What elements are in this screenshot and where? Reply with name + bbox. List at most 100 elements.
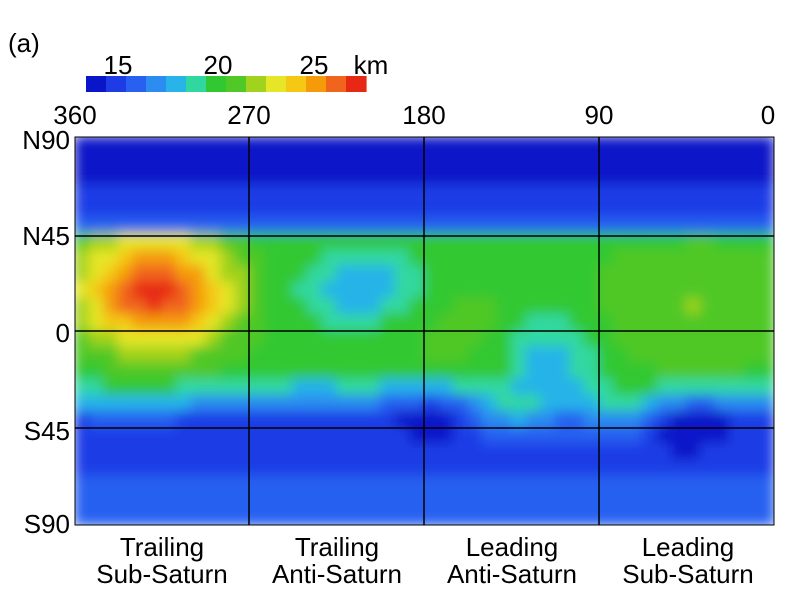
heatmap-cell <box>758 216 774 235</box>
heatmap-cell <box>263 265 280 284</box>
heatmap-cell <box>627 137 644 155</box>
heatmap-cell <box>321 491 339 510</box>
heatmap-cell <box>190 443 208 462</box>
heatmap-cell <box>729 297 746 316</box>
heatmap-cell <box>190 200 208 219</box>
heatmap-cell <box>685 168 703 187</box>
heatmap-cell <box>554 459 572 478</box>
heatmap-cell <box>467 233 484 252</box>
heatmap-cell <box>88 346 106 365</box>
heatmap-cell <box>394 491 411 510</box>
heatmap-cell <box>75 184 91 203</box>
heatmap-cell <box>467 427 484 446</box>
heatmap-cell <box>685 137 703 155</box>
heatmap-cell <box>743 200 761 219</box>
heatmap-cell <box>496 137 513 155</box>
heatmap-cell <box>758 249 774 268</box>
heatmap-cell <box>729 265 746 284</box>
heatmap-cell <box>525 168 542 187</box>
heatmap-cell <box>714 346 732 365</box>
y-tick-s90: S90 <box>24 509 70 539</box>
heatmap-cell <box>714 459 732 478</box>
heatmap-cell <box>146 475 164 494</box>
heatmap-cell <box>190 313 208 332</box>
heatmap-cell <box>525 378 542 397</box>
y-tick-n90: N90 <box>22 125 70 155</box>
heatmap-cell <box>729 216 746 235</box>
heatmap-cell <box>161 394 178 413</box>
heatmap-cell <box>263 362 280 381</box>
heatmap-cell <box>627 184 644 203</box>
heatmap-cell <box>554 200 572 219</box>
heatmap-cell <box>598 410 615 429</box>
heatmap-cell <box>438 507 455 525</box>
heatmap-cell <box>365 330 382 349</box>
heatmap-cell <box>117 152 135 171</box>
heatmap-cell <box>569 281 586 300</box>
heatmap-cell <box>525 443 542 462</box>
heatmap-cell <box>671 184 688 203</box>
heatmap-cell <box>452 297 470 316</box>
heatmap-cell <box>190 410 208 429</box>
heatmap-cell <box>205 184 222 203</box>
heatmap-cell <box>569 443 586 462</box>
heatmap-cell <box>438 297 455 316</box>
heatmap-cell <box>452 491 470 510</box>
heatmap-cell <box>525 459 542 478</box>
colorbar-tick-25: 25 <box>300 50 329 80</box>
heatmap-cell <box>452 313 470 332</box>
x-tick-0: 0 <box>761 100 775 130</box>
heatmap-cell <box>496 168 513 187</box>
heatmap-cell <box>234 378 251 397</box>
heatmap-cell <box>117 281 135 300</box>
heatmap-cell <box>336 200 353 219</box>
heatmap-cell <box>729 427 746 446</box>
heatmap-cell <box>263 459 280 478</box>
heatmap-cell <box>263 491 280 510</box>
heatmap-cell <box>758 137 774 155</box>
heatmap-cell <box>714 184 732 203</box>
heatmap-cell <box>336 346 353 365</box>
heatmap-cell <box>336 443 353 462</box>
heatmap-cell <box>656 410 674 429</box>
heatmap-cell <box>75 459 91 478</box>
heatmap-cell <box>132 152 149 171</box>
heatmap-cell <box>467 200 484 219</box>
heatmap-cell <box>540 507 557 525</box>
heatmap-cell <box>481 378 499 397</box>
heatmap-cell <box>175 313 193 332</box>
heatmap-cell <box>627 152 644 171</box>
heatmap-cell <box>700 184 717 203</box>
heatmap-cell <box>277 313 295 332</box>
heatmap-cell <box>540 330 557 349</box>
heatmap-cell <box>525 394 542 413</box>
heatmap-cell <box>365 152 382 171</box>
heatmap-cell <box>132 346 149 365</box>
region-label-3-line1: Leading <box>466 532 559 562</box>
heatmap-cell <box>758 394 774 413</box>
heatmap-cell <box>540 281 557 300</box>
heatmap-cell <box>146 297 164 316</box>
heatmap-cell <box>685 297 703 316</box>
heatmap-cell <box>510 378 528 397</box>
heatmap-cell <box>554 378 572 397</box>
colorbar-swatch <box>206 76 227 92</box>
heatmap-cell <box>248 459 266 478</box>
heatmap-cell <box>510 443 528 462</box>
heatmap-cell <box>729 152 746 171</box>
heatmap-cell <box>641 330 659 349</box>
heatmap-cell <box>103 233 120 252</box>
heatmap-cell <box>146 443 164 462</box>
heatmap-cell <box>205 313 222 332</box>
heatmap-cell <box>700 475 717 494</box>
heatmap-cell <box>612 216 630 235</box>
heatmap-cell <box>248 491 266 510</box>
heatmap-cell <box>292 394 309 413</box>
heatmap-cell <box>656 394 674 413</box>
heatmap-cell <box>569 459 586 478</box>
heatmap-cell <box>103 200 120 219</box>
heatmap-cell <box>292 216 309 235</box>
heatmap-cell <box>234 346 251 365</box>
heatmap-cell <box>321 410 339 429</box>
heatmap-cell <box>525 427 542 446</box>
